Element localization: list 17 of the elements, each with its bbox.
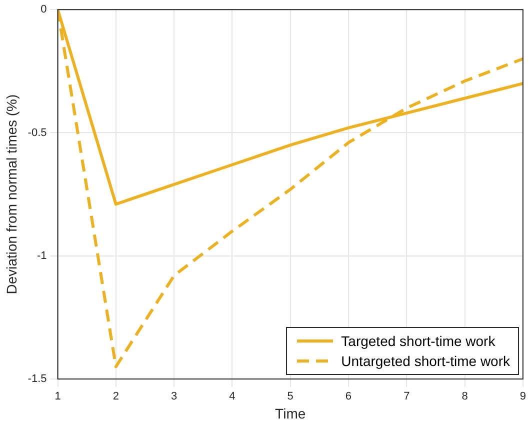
y-tick-label: -1.5 bbox=[28, 373, 47, 386]
x-tick-label: 6 bbox=[345, 390, 352, 403]
x-tick-label: 9 bbox=[520, 390, 526, 403]
x-tick-label: 7 bbox=[404, 390, 410, 403]
y-tick-label: -0.5 bbox=[28, 126, 47, 139]
y-tick-label: -1 bbox=[36, 250, 47, 262]
x-tick-label: 1 bbox=[54, 390, 61, 403]
x-tick-label: 3 bbox=[170, 390, 178, 403]
x-tick-label: 5 bbox=[287, 390, 294, 403]
x-axis-title: Time bbox=[275, 405, 306, 422]
legend-label: Untargeted short-time work bbox=[341, 352, 510, 371]
y-axis-title: Deviation from normal times (%) bbox=[3, 94, 20, 294]
x-tick-label: 4 bbox=[229, 390, 236, 403]
x-tick-label: 2 bbox=[112, 390, 119, 403]
x-tick-label: 8 bbox=[462, 390, 468, 403]
y-tick-label: 0 bbox=[40, 4, 47, 16]
legend-label: Targeted short-time work bbox=[341, 332, 496, 351]
